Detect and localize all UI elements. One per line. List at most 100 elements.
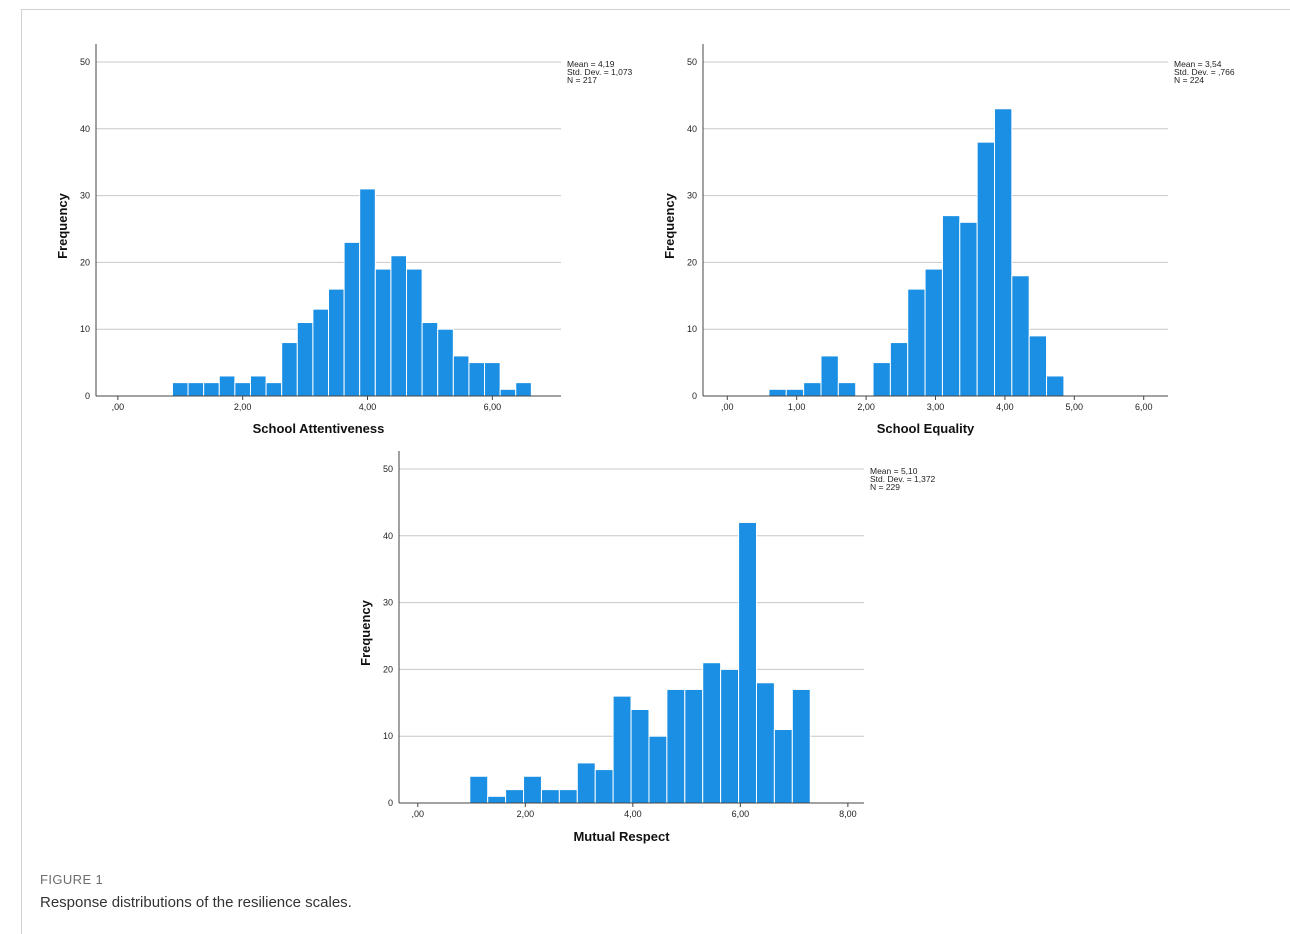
histogram-bar: [803, 382, 822, 397]
y-tick-label: 20: [383, 664, 393, 674]
stats-line: Mean = 4,19: [567, 59, 615, 69]
histogram-bar: [889, 342, 909, 397]
histogram-bar: [630, 708, 650, 804]
stats-line: Std. Dev. = ,766: [1174, 67, 1235, 77]
y-tick-label: 10: [383, 731, 393, 741]
histogram-bar: [296, 322, 314, 397]
histogram-bar: [390, 255, 408, 397]
histogram-bar: [612, 695, 632, 804]
histogram-bar: [281, 342, 298, 397]
histogram-bar: [234, 382, 251, 397]
y-tick-label: 40: [80, 124, 90, 134]
histogram-bar: [720, 668, 740, 804]
y-axis-label: Frequency: [358, 599, 373, 666]
y-tick-label: 20: [80, 257, 90, 267]
y-axis-label: Frequency: [55, 192, 70, 259]
histogram-bar: [374, 268, 392, 397]
histogram-bar: [171, 382, 189, 397]
histogram-panel: 0 10 20 30 40 50 ,00 2,00 4,00 6,00 School Attenti…: [55, 44, 1235, 844]
stats-line: N = 229: [870, 482, 900, 492]
histogram-bar: [328, 288, 345, 397]
y-tick-label: 0: [692, 391, 697, 401]
histogram-bar: [576, 762, 596, 804]
histogram-bar: [218, 375, 236, 397]
y-tick-label: 50: [687, 57, 697, 67]
histogram-bar: [187, 382, 205, 397]
figure-label: FIGURE 1: [40, 872, 104, 887]
histogram-bar: [959, 221, 978, 397]
x-tick-label: ,00: [412, 809, 425, 819]
histogram-bar: [872, 362, 891, 397]
histogram-bar: [1011, 275, 1030, 397]
y-tick-label: 30: [687, 191, 697, 201]
histogram-bar: [421, 322, 439, 397]
x-axis-label: Mutual Respect: [573, 829, 670, 844]
y-tick-label: 10: [687, 324, 697, 334]
histogram-bar: [406, 268, 423, 397]
histogram-bar: [684, 688, 704, 804]
histogram-bar: [785, 388, 805, 397]
histogram-bar: [702, 662, 722, 804]
y-tick-label: 10: [80, 324, 90, 334]
histogram-bar: [666, 688, 686, 804]
x-tick-label: 4,00: [624, 809, 642, 819]
histogram-bar: [437, 328, 454, 397]
histogram-bar: [484, 362, 501, 397]
histogram-bar: [468, 362, 486, 397]
histogram-bar: [755, 682, 775, 804]
histogram-bar: [249, 375, 267, 397]
x-tick-label: 2,00: [517, 809, 535, 819]
histogram-bar: [976, 141, 995, 397]
x-tick-label: 3,00: [927, 402, 945, 412]
histogram-bar: [924, 268, 943, 397]
histogram-bar: [1046, 375, 1065, 397]
x-tick-label: 4,00: [996, 402, 1014, 412]
y-tick-label: 40: [383, 531, 393, 541]
x-tick-label: 2,00: [234, 402, 252, 412]
stats-line: Mean = 5,10: [870, 466, 918, 476]
x-tick-label: 8,00: [839, 809, 857, 819]
figure-caption: Response distributions of the resilience…: [40, 894, 352, 911]
histogram-bar: [487, 795, 507, 804]
histogram-bar: [452, 355, 470, 397]
y-tick-label: 50: [383, 464, 393, 474]
x-tick-label: 6,00: [1135, 402, 1153, 412]
stats-line: N = 217: [567, 75, 597, 85]
y-tick-label: 30: [80, 191, 90, 201]
x-tick-label: 6,00: [484, 402, 502, 412]
histogram-bar: [558, 789, 578, 804]
histogram-bar: [941, 215, 961, 397]
figure-frame: [21, 9, 1290, 934]
y-axis-label: Frequency: [662, 192, 677, 259]
x-tick-label: 4,00: [359, 402, 377, 412]
x-tick-label: 2,00: [857, 402, 875, 412]
x-tick-label: 1,00: [788, 402, 806, 412]
x-axis-label: School Attentiveness: [253, 421, 385, 436]
histogram-bar: [515, 382, 532, 397]
histogram-bar: [505, 789, 525, 804]
histogram-bar: [499, 388, 517, 397]
histogram-bar: [738, 521, 757, 804]
x-tick-label: 6,00: [732, 809, 750, 819]
histogram-bar: [837, 382, 857, 397]
histogram-bar: [203, 382, 220, 397]
histogram-bar: [768, 388, 787, 397]
stats-line: Std. Dev. = 1,372: [870, 474, 936, 484]
histogram-bar: [907, 288, 926, 397]
histogram-bar: [594, 769, 614, 804]
histogram-bar: [1028, 335, 1048, 397]
histogram-bar: [993, 108, 1013, 397]
histogram-bar: [820, 355, 839, 397]
x-tick-label: ,00: [721, 402, 734, 412]
y-tick-label: 0: [388, 798, 393, 808]
stats-line: N = 224: [1174, 75, 1204, 85]
histogram-bar: [523, 775, 542, 804]
x-tick-label: ,00: [112, 402, 125, 412]
y-tick-label: 30: [383, 598, 393, 608]
histogram-bar: [773, 729, 793, 804]
histogram-bar: [791, 688, 811, 804]
histogram-bar: [359, 188, 376, 397]
histogram-bar: [469, 775, 489, 804]
y-tick-label: 20: [687, 257, 697, 267]
y-tick-label: 0: [85, 391, 90, 401]
